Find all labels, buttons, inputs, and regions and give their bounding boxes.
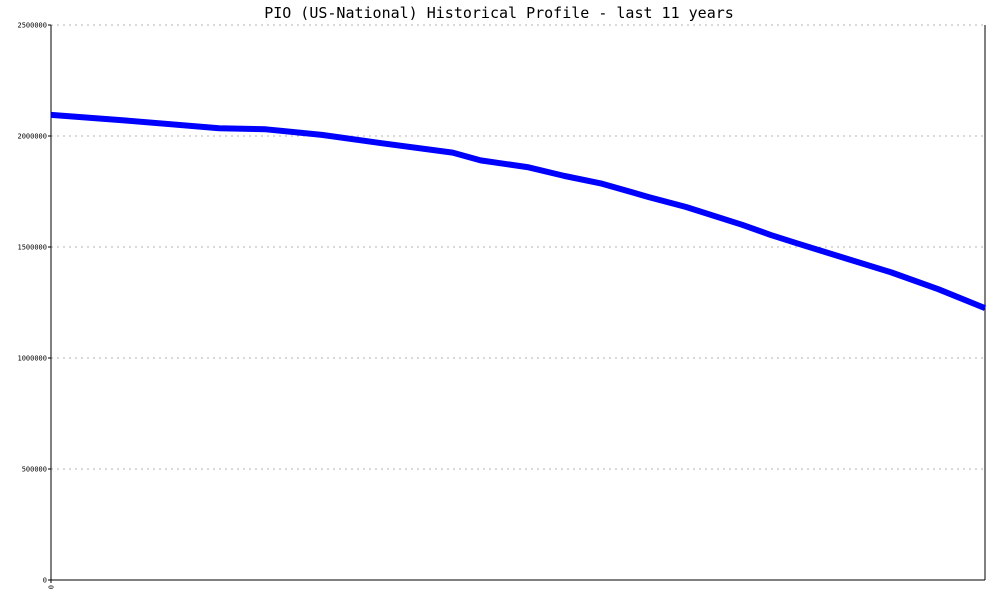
y-tick-label-3: 1500000 xyxy=(17,244,47,252)
x-tick-label-0: 0 xyxy=(48,585,56,589)
series-line-0 xyxy=(50,111,987,311)
series-layer xyxy=(50,111,987,311)
y-tick-label-0: 0 xyxy=(43,577,47,585)
y-tick-label-4: 2000000 xyxy=(17,133,47,141)
chart-title: PIO (US-National) Historical Profile - l… xyxy=(264,4,734,22)
grid-lines xyxy=(51,24,985,470)
axes xyxy=(50,25,986,581)
tick-labels: 0 500000 1000000 1500000 2000000 2500000 0 xyxy=(17,22,55,590)
y-tick-label-2: 1000000 xyxy=(17,355,47,363)
y-tick-label-5: 2500000 xyxy=(17,22,47,30)
y-tick-label-1: 500000 xyxy=(22,466,47,474)
